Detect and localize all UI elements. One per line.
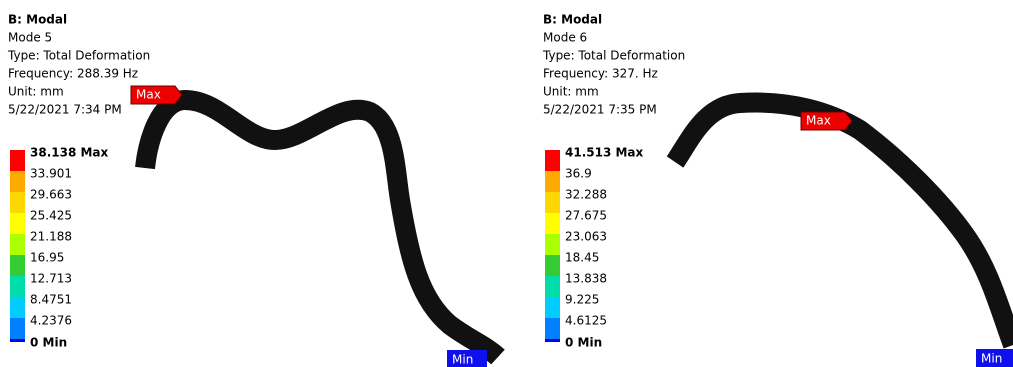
header-line: Mode 6 (543, 31, 587, 45)
legend-swatch (10, 297, 25, 318)
legend-label: 29.663 (30, 188, 72, 202)
legend-label: 8.4751 (30, 293, 72, 307)
legend-swatch (545, 171, 560, 192)
legend-swatch (10, 192, 25, 213)
legend-swatch (545, 150, 560, 171)
legend-swatch (545, 276, 560, 297)
legend-label: 12.713 (30, 272, 72, 286)
header-line: B: Modal (543, 13, 602, 27)
legend-swatch (10, 171, 25, 192)
legend-swatch (545, 318, 560, 339)
deformed-body (675, 103, 1013, 345)
legend-label: 25.425 (30, 209, 72, 223)
header-line: Unit: mm (8, 85, 64, 99)
legend-label: 18.45 (565, 251, 599, 265)
legend-swatch (10, 150, 25, 171)
legend-swatch (10, 213, 25, 234)
legend-label: 4.2376 (30, 314, 72, 328)
legend-label: 0 Min (565, 336, 602, 350)
legend-swatch (10, 234, 25, 255)
legend-swatch (10, 318, 25, 339)
legend-label: 0 Min (30, 336, 67, 350)
header-line: 5/22/2021 7:35 PM (543, 103, 657, 117)
header-line: Frequency: 288.39 Hz (8, 67, 138, 81)
header-line: 5/22/2021 7:34 PM (8, 103, 122, 117)
legend-swatch (545, 297, 560, 318)
legend-label: 16.95 (30, 251, 64, 265)
legend-swatch (10, 276, 25, 297)
header-line: Type: Total Deformation (542, 49, 685, 63)
legend-swatch (545, 255, 560, 276)
max-label: Max (806, 114, 831, 128)
legend-label: 33.901 (30, 167, 72, 181)
header-line: Mode 5 (8, 31, 52, 45)
header-line: Type: Total Deformation (7, 49, 150, 63)
legend-label: 32.288 (565, 188, 607, 202)
legend-swatch (545, 339, 560, 342)
min-label: Min (452, 353, 473, 367)
legend-label: 9.225 (565, 293, 599, 307)
min-label: Min (981, 352, 1002, 366)
legend-swatch (545, 192, 560, 213)
legend-label: 41.513 Max (565, 146, 644, 160)
screenshot: B: Modal Mode 5 Type: Total Deformation Fre… (0, 0, 1013, 367)
legend-label: 13.838 (565, 272, 607, 286)
deformed-body (145, 100, 498, 357)
legend-label: 27.675 (565, 209, 607, 223)
legend-label: 36.9 (565, 167, 592, 181)
header-line: B: Modal (8, 13, 67, 27)
legend-swatch (10, 339, 25, 342)
legend-swatch (545, 213, 560, 234)
legend-swatch (10, 255, 25, 276)
legend-label: 23.063 (565, 230, 607, 244)
max-label: Max (136, 88, 161, 102)
legend-label: 4.6125 (565, 314, 607, 328)
header-line: Unit: mm (543, 85, 599, 99)
legend-swatch (545, 234, 560, 255)
legend-label: 21.188 (30, 230, 72, 244)
legend-label: 38.138 Max (30, 146, 109, 160)
header-line: Frequency: 327. Hz (543, 67, 658, 81)
